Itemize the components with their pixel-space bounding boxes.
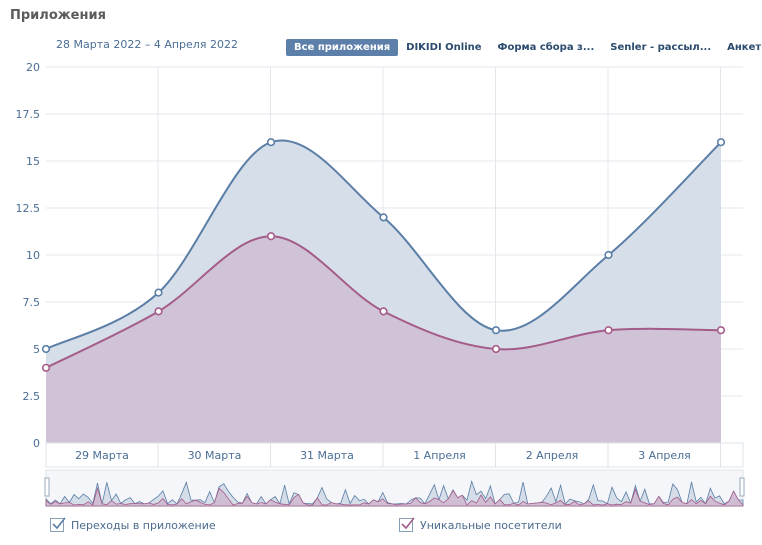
checkbox-unique-visitors[interactable] xyxy=(399,517,415,532)
point-unique-visitors[interactable] xyxy=(604,326,613,335)
point-unique-visitors[interactable] xyxy=(266,232,276,241)
area-unique-visitors xyxy=(46,236,721,443)
point-transitions[interactable] xyxy=(379,213,388,222)
x-tick-label: 29 Марта xyxy=(75,449,129,462)
x-tick-label: 31 Марта xyxy=(300,449,354,462)
point-transitions[interactable] xyxy=(716,138,726,147)
y-tick-label: 10 xyxy=(26,249,40,262)
y-tick-label: 12.5 xyxy=(16,202,41,215)
tab-senler[interactable]: Senler - рассыл... xyxy=(610,41,712,53)
chart-areas xyxy=(46,140,721,443)
app-tabs: Все приложения DIKIDI Online Форма сбора… xyxy=(286,37,762,57)
point-unique-visitors[interactable] xyxy=(716,326,726,335)
point-transitions[interactable] xyxy=(266,138,276,147)
x-tick-label: 30 Марта xyxy=(188,449,242,462)
x-tick-label: 2 Апреля xyxy=(526,449,579,462)
y-tick-label: 20 xyxy=(26,61,40,74)
date-range-picker[interactable]: 28 Марта 2022 – 4 Апреля 2022 xyxy=(56,38,238,51)
point-transitions[interactable] xyxy=(154,288,163,297)
x-axis-ticks: 29 Марта 30 Марта 31 Марта 1 Апреля 2 Апреля… xyxy=(45,442,744,468)
legend-label-unique-visitors: Уникальные посетители xyxy=(420,518,562,532)
point-transitions[interactable] xyxy=(491,326,501,335)
navigator-handle[interactable] xyxy=(739,477,745,497)
x-tick-label: 1 Апреля xyxy=(413,449,466,462)
range-navigator[interactable] xyxy=(44,469,745,507)
y-tick-label: 5 xyxy=(33,343,40,356)
navigator-handle[interactable] xyxy=(44,477,50,497)
tab-data-form[interactable]: Форма сбора з... xyxy=(497,41,595,53)
chart-points xyxy=(41,138,726,372)
navigator-series-unique-visitors xyxy=(45,486,744,507)
legend-item-transitions[interactable]: Переходы в приложение xyxy=(50,517,216,532)
checkmark-icon xyxy=(52,517,66,530)
y-tick-label: 17.5 xyxy=(16,108,41,121)
y-tick-label: 2.5 xyxy=(23,390,41,403)
point-unique-visitors[interactable] xyxy=(491,344,501,354)
y-axis-ticks: 0 2.5 5 7.5 10 12.5 15 17.5 20 xyxy=(16,61,41,450)
point-unique-visitors[interactable] xyxy=(154,307,163,316)
tab-surveys[interactable]: Анкеты xyxy=(727,41,762,53)
x-axis-band xyxy=(45,442,744,468)
legend-label-transitions: Переходы в приложение xyxy=(71,518,216,532)
x-tick-label: 3 Апреля xyxy=(638,449,691,462)
y-tick-label: 0 xyxy=(33,437,40,450)
y-tick-label: 15 xyxy=(26,155,40,168)
legend-item-unique-visitors[interactable]: Уникальные посетители xyxy=(399,517,562,532)
tab-all-apps[interactable]: Все приложения xyxy=(286,38,399,56)
page-title: Приложения xyxy=(10,8,106,23)
point-transitions[interactable] xyxy=(604,250,613,260)
point-transitions[interactable] xyxy=(41,344,51,354)
point-unique-visitors[interactable] xyxy=(379,307,388,316)
checkmark-icon xyxy=(401,517,415,530)
point-unique-visitors[interactable] xyxy=(41,363,51,372)
checkbox-transitions[interactable] xyxy=(50,517,66,532)
tab-dikidi-online[interactable]: DIKIDI Online xyxy=(406,41,482,53)
y-tick-label: 7.5 xyxy=(23,296,41,309)
